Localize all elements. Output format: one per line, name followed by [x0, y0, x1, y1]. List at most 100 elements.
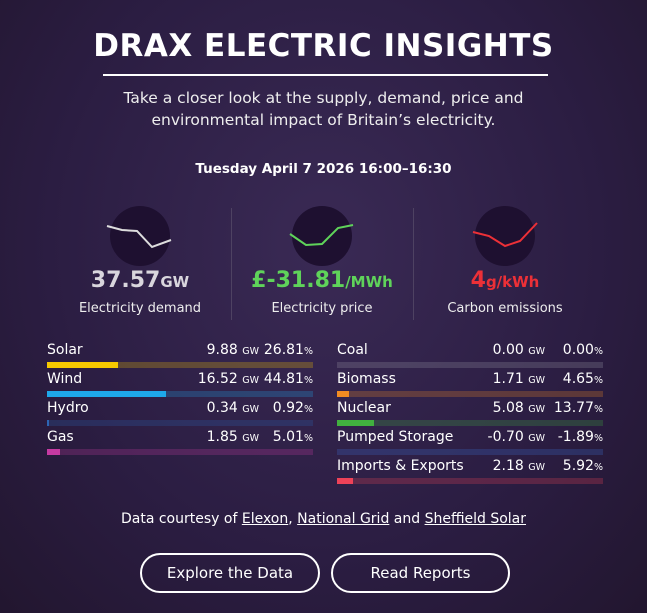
share-value: 13.77 — [553, 400, 594, 416]
power-value: 0.34 — [206, 400, 238, 416]
bar-track — [337, 420, 603, 426]
share-unit: % — [303, 404, 313, 415]
source-name: Gas — [47, 429, 74, 445]
source-row: Solar 9.88 GW 26.81% — [47, 342, 313, 371]
date: Tuesday April 7 2026 16:00–16:30 — [195, 161, 452, 177]
bar-track — [47, 420, 313, 426]
source-share: 5.01% — [273, 429, 313, 445]
power-unit: GW — [528, 346, 545, 357]
share-unit: % — [303, 433, 313, 444]
share-unit: % — [593, 346, 603, 357]
bar — [337, 478, 353, 484]
bar — [47, 449, 61, 455]
share-value: 5.92 — [562, 458, 594, 474]
power-value: 5.08 — [492, 400, 524, 416]
power-unit: GW — [528, 433, 545, 444]
power-value: 1.85 — [206, 429, 238, 445]
metric-value: 37.57GW — [40, 268, 240, 293]
share-value: 0.92 — [272, 400, 304, 416]
metric-number: 4 — [470, 268, 486, 293]
bar — [337, 420, 374, 426]
power-unit: GW — [242, 346, 259, 357]
divider — [231, 208, 232, 320]
power-value: 9.88 — [206, 342, 238, 358]
bar-track — [47, 449, 313, 455]
title: DRAX ELECTRIC INSIGHTS — [93, 28, 554, 64]
footer-text: and — [393, 511, 421, 527]
footer-text: Data courtesy of — [120, 511, 238, 527]
power-unit: GW — [242, 404, 259, 415]
bar-track — [47, 391, 313, 397]
source-power: 1.85 GW — [159, 429, 259, 445]
power-unit: GW — [528, 375, 545, 386]
power-value: 2.18 — [492, 458, 524, 474]
source-row: Coal 0.00 GW 0.00% — [337, 342, 603, 371]
power-value: -0.70 — [487, 429, 524, 445]
share-value: 4.65 — [562, 371, 594, 387]
share-unit: % — [593, 433, 603, 444]
button[interactable]: Explore the Data — [140, 553, 320, 593]
sparklines — [106, 222, 538, 249]
share-unit: % — [303, 346, 313, 357]
bar — [337, 391, 350, 397]
metric-label: Electricity price — [271, 301, 373, 316]
source-name: Nuclear — [337, 400, 391, 416]
footer: Data courtesy of Elexon, National Grid a… — [0, 511, 647, 527]
share-unit: % — [303, 375, 313, 386]
bar — [47, 420, 50, 426]
footer-text: , — [288, 511, 293, 527]
share-value: -1.89 — [557, 429, 594, 445]
sparkline — [289, 224, 354, 247]
metric-unit: GW — [160, 273, 190, 291]
bar-track — [337, 449, 603, 455]
source-share: 44.81% — [264, 371, 313, 387]
sparkline — [472, 222, 538, 248]
source-name: Hydro — [47, 400, 89, 416]
metric-value: £-31.81/MWh — [222, 268, 422, 293]
source-power: -0.70 GW — [445, 429, 545, 445]
source-power: 0.34 GW — [159, 400, 259, 416]
source-name: Coal — [337, 342, 368, 358]
bar — [47, 362, 119, 368]
bar — [47, 391, 167, 397]
share-value: 5.01 — [272, 429, 304, 445]
bar-track — [337, 391, 603, 397]
source-power: 5.08 GW — [445, 400, 545, 416]
sparkline-circle — [110, 206, 170, 266]
source-row: Nuclear 5.08 GW 13.77% — [337, 400, 603, 429]
metric-unit: /MWh — [345, 273, 393, 291]
sparkline-circle — [292, 206, 352, 266]
sparkline — [106, 225, 172, 249]
source-name: Biomass — [337, 371, 396, 387]
button[interactable]: Read Reports — [331, 553, 510, 593]
source-name: Wind — [47, 371, 83, 387]
source-power: 1.71 GW — [445, 371, 545, 387]
source-row: Wind 16.52 GW 44.81% — [47, 371, 313, 400]
source-power: 16.52 GW — [159, 371, 259, 387]
power-unit: GW — [242, 433, 259, 444]
metric-value: 4g/kWh — [405, 268, 605, 293]
share-value: 44.81 — [263, 371, 304, 387]
source-share: 26.81% — [264, 342, 313, 358]
bar-track — [337, 478, 603, 484]
source-share: 4.65% — [563, 371, 603, 387]
share-unit: % — [593, 462, 603, 473]
power-value: 1.71 — [492, 371, 524, 387]
source-power: 0.00 GW — [445, 342, 545, 358]
source-share: 0.00% — [563, 342, 603, 358]
source-row: Gas 1.85 GW 5.01% — [47, 429, 313, 458]
link[interactable]: Elexon — [241, 511, 289, 527]
source-name: Imports & Exports — [337, 458, 464, 474]
link[interactable]: National Grid — [297, 511, 390, 527]
source-share: -1.89% — [558, 429, 603, 445]
source-row: Hydro 0.34 GW 0.92% — [47, 400, 313, 429]
subtitle: environmental impact of Britain’s electr… — [151, 111, 496, 129]
link[interactable]: Sheffield Solar — [424, 511, 527, 527]
bar-track — [47, 362, 313, 368]
divider — [413, 208, 414, 320]
source-name: Pumped Storage — [337, 429, 454, 445]
title-rule — [103, 74, 548, 76]
power-unit: GW — [528, 404, 545, 415]
source-name: Solar — [47, 342, 83, 358]
